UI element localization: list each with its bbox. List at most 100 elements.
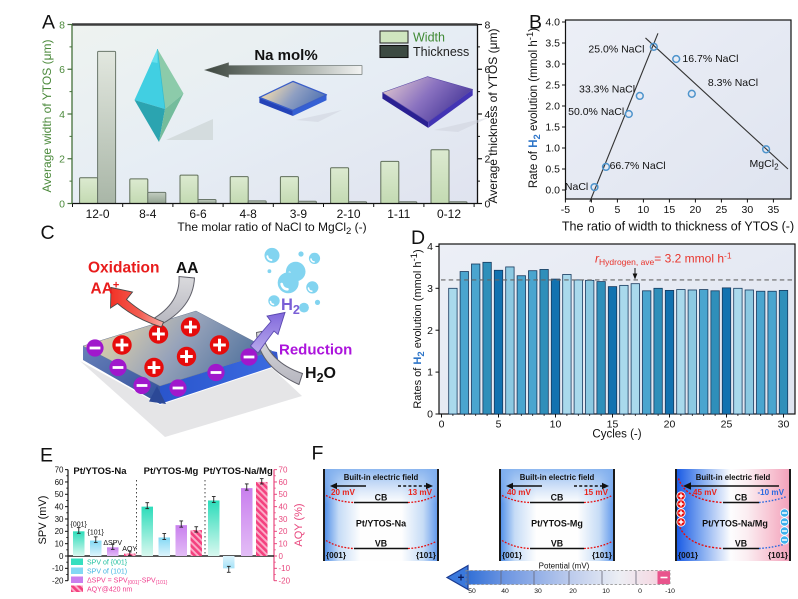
svg-text:1.0: 1.0 [545,143,560,155]
svg-text:ΔSPV = SPV{001}-SPV{101}: ΔSPV = SPV{001}-SPV{101} [87,578,168,587]
svg-text:4: 4 [485,109,491,121]
svg-text:45 mV: 45 mV [693,488,717,497]
svg-text:Built-in electric field: Built-in electric field [696,473,771,482]
svg-text:40: 40 [279,502,288,511]
svg-text:-20: -20 [52,576,64,585]
svg-text:2.0: 2.0 [545,101,560,113]
svg-text:H2O: H2O [305,365,336,385]
svg-text:E: E [40,445,53,467]
svg-text:20: 20 [55,527,64,536]
svg-text:AA: AA [176,260,198,277]
svg-text:Rate of H2 evolution (mmol h-1: Rate of H2 evolution (mmol h-1) [525,28,543,188]
svg-text:0.5: 0.5 [545,164,560,176]
svg-text:B: B [529,12,542,34]
svg-text:AQY@420 nm: AQY@420 nm [87,587,132,594]
svg-text:Pt/YTOS-Mg: Pt/YTOS-Mg [144,466,199,477]
svg-text:VB: VB [375,539,387,549]
svg-text:5: 5 [614,204,620,216]
svg-text:2: 2 [485,154,491,166]
svg-text:35: 35 [768,204,780,216]
svg-text:Pt/YTOS-Na/Mg: Pt/YTOS-Na/Mg [203,466,273,477]
svg-text:10: 10 [638,204,650,216]
svg-text:Pt/YTOS-Na: Pt/YTOS-Na [356,519,407,529]
svg-text:50: 50 [468,588,476,595]
svg-text:70: 70 [279,465,288,474]
svg-text:H2: H2 [281,296,300,317]
svg-text:Cycles (-): Cycles (-) [592,429,641,441]
svg-text:Width: Width [413,31,445,45]
svg-text:4: 4 [59,109,65,121]
svg-text:3: 3 [427,283,433,295]
svg-text:6: 6 [59,64,65,76]
svg-text:50.0% NaCl: 50.0% NaCl [568,106,624,118]
svg-text:0: 0 [588,204,594,216]
svg-text:Pt/YTOS-Na: Pt/YTOS-Na [73,466,127,477]
svg-text:20: 20 [279,527,288,536]
svg-text:4: 4 [427,241,433,253]
svg-text:Rates of H2 evolution (mmol h-: Rates of H2 evolution (mmol h-1) [409,249,427,408]
svg-text:0: 0 [439,419,445,431]
svg-text:8: 8 [485,19,491,31]
svg-text:0.0: 0.0 [545,185,560,197]
svg-text:0-12: 0-12 [437,207,461,221]
svg-text:Built-in electric field: Built-in electric field [520,473,595,482]
svg-text:-10 mV: -10 mV [757,488,784,497]
svg-text:{101}: {101} [88,530,105,537]
svg-text:30: 30 [55,515,64,524]
svg-text:C: C [41,222,55,244]
svg-text:15: 15 [664,204,676,216]
svg-text:12-0: 12-0 [86,207,110,221]
svg-text:Potential (mV): Potential (mV) [539,562,590,571]
svg-text:SPV of {001}: SPV of {001} [87,560,128,567]
svg-text:A: A [42,12,55,34]
svg-text:40: 40 [501,588,509,595]
svg-text:MgCl2: MgCl2 [750,158,780,172]
svg-text:40: 40 [55,502,64,511]
svg-text:10: 10 [55,539,64,548]
svg-text:{001}: {001} [502,551,523,560]
svg-text:Oxidation: Oxidation [88,260,159,277]
svg-text:50: 50 [279,490,288,499]
svg-text:1.5: 1.5 [545,122,560,134]
svg-text:Thickness: Thickness [413,45,469,59]
svg-text:Na mol%: Na mol% [254,47,317,64]
svg-text:{101}: {101} [416,551,437,560]
svg-text:-5: -5 [561,204,570,216]
svg-text:3.5: 3.5 [545,38,560,50]
svg-text:Pt/YTOS-Mg: Pt/YTOS-Mg [531,519,583,529]
svg-text:8: 8 [59,19,65,31]
svg-text:13 mV: 13 mV [408,488,432,497]
svg-text:-10: -10 [665,588,675,595]
svg-text:SPV of (101): SPV of (101) [87,569,127,576]
svg-text:60: 60 [279,478,288,487]
svg-text:AQY (%): AQY (%) [293,503,305,546]
svg-text:0: 0 [638,588,642,595]
svg-text:CB: CB [551,493,564,503]
svg-text:10: 10 [279,539,288,548]
svg-text:8.3% NaCl: 8.3% NaCl [708,77,758,89]
svg-text:6: 6 [485,64,491,76]
svg-text:+: + [458,573,465,585]
svg-text:5: 5 [496,419,502,431]
svg-text:1: 1 [427,367,433,379]
svg-text:10: 10 [602,588,610,595]
svg-text:Reduction: Reduction [279,342,352,359]
svg-text:{101}: {101} [768,551,789,560]
svg-text:20 mV: 20 mV [331,488,355,497]
svg-text:0: 0 [427,409,433,421]
svg-text:{001}: {001} [326,551,347,560]
svg-text:25: 25 [721,419,733,431]
svg-text:-20: -20 [279,576,291,585]
svg-text:6-6: 6-6 [189,207,207,221]
svg-text:Average thickness of YTOS (μm: Average thickness of YTOS (μm) [486,29,500,204]
svg-text:30: 30 [534,588,542,595]
svg-text:70: 70 [55,465,64,474]
svg-text:The molar ratio of NaCl to MgC: The molar ratio of NaCl to MgCl2 (-) [177,220,366,237]
svg-text:30: 30 [742,204,754,216]
svg-text:D: D [411,227,425,249]
svg-text:3.0: 3.0 [545,59,560,71]
svg-text:10: 10 [550,419,562,431]
svg-text:20: 20 [569,588,577,595]
svg-text:{101}: {101} [592,551,613,560]
svg-text:-10: -10 [279,564,291,573]
